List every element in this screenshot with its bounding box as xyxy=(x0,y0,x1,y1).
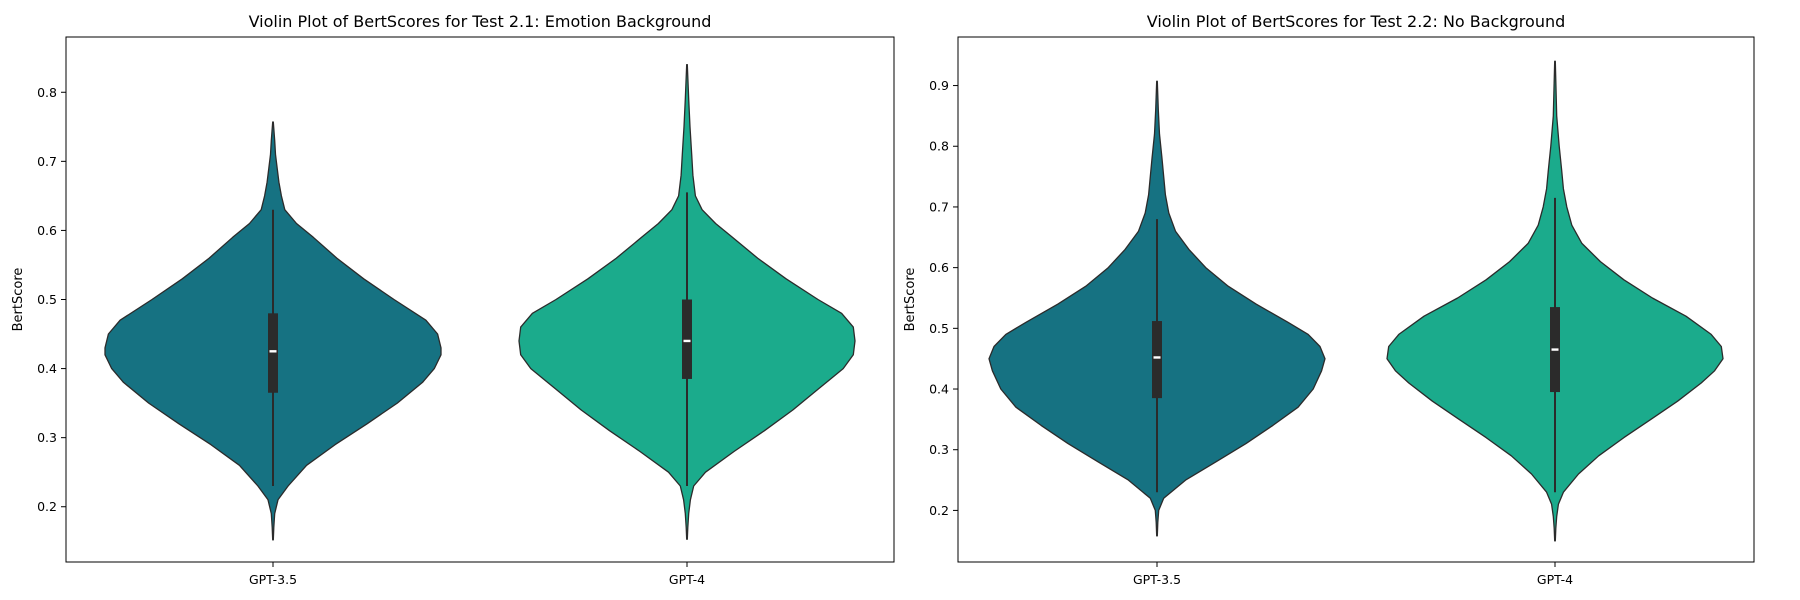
violin-median xyxy=(269,350,277,353)
x-tick-label: GPT-4 xyxy=(669,572,705,587)
y-tick-label: 0.5 xyxy=(37,292,57,307)
violin-iqr-box xyxy=(682,299,692,379)
violin-median xyxy=(1551,348,1559,351)
y-tick-label: 0.8 xyxy=(37,85,57,100)
y-tick-label: 0.2 xyxy=(929,503,949,518)
y-tick-label: 0.2 xyxy=(37,499,57,514)
y-tick-label: 0.7 xyxy=(929,199,949,214)
violin-iqr-box xyxy=(1152,321,1162,399)
violin-median xyxy=(683,339,691,343)
violin-iqr-box xyxy=(268,313,278,393)
y-tick-label: 0.7 xyxy=(37,154,57,169)
chart-title: Violin Plot of BertScores for Test 2.2: … xyxy=(1147,12,1566,31)
chart-panel-2: Violin Plot of BertScores for Test 2.2: … xyxy=(903,12,1755,587)
y-tick-label: 0.4 xyxy=(929,382,949,397)
y-tick-label: 0.3 xyxy=(929,442,949,457)
x-tick-label: GPT-3.5 xyxy=(1133,572,1181,587)
y-axis-label: BertScore xyxy=(903,268,918,332)
y-tick-label: 0.6 xyxy=(37,223,57,238)
x-tick-label: GPT-4 xyxy=(1537,572,1573,587)
y-axis-label: BertScore xyxy=(11,268,26,332)
y-tick-label: 0.8 xyxy=(929,139,949,154)
y-tick-label: 0.9 xyxy=(929,78,949,93)
y-tick-label: 0.3 xyxy=(37,430,57,445)
y-tick-label: 0.4 xyxy=(37,361,57,376)
chart-panel-1: Violin Plot of BertScores for Test 2.1: … xyxy=(11,12,895,587)
violin-median xyxy=(1153,356,1161,359)
y-tick-label: 0.5 xyxy=(929,321,949,336)
x-tick-label: GPT-3.5 xyxy=(249,572,297,587)
y-tick-label: 0.6 xyxy=(929,260,949,275)
plot-frame xyxy=(65,36,895,563)
plot-frame xyxy=(957,36,1755,563)
chart-title: Violin Plot of BertScores for Test 2.1: … xyxy=(249,12,712,31)
